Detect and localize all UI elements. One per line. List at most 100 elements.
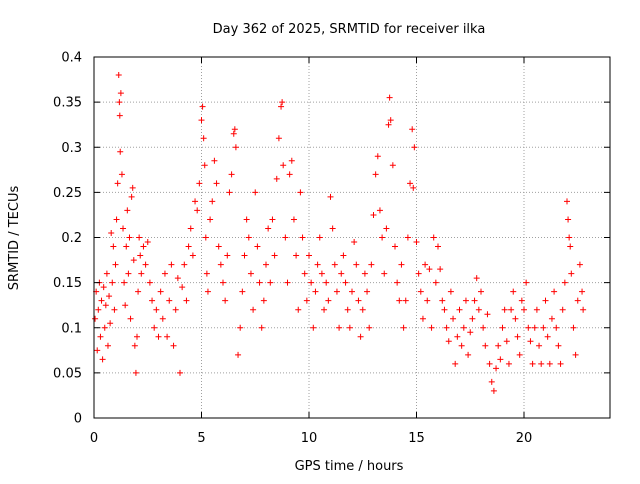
data-point [155,333,162,340]
data-point [308,279,315,286]
data-point [460,324,467,331]
data-point [419,315,426,322]
data-point [410,184,417,191]
data-point [177,369,183,376]
data-point [376,207,383,214]
data-point [475,306,482,313]
data-point [104,342,111,349]
data-point [422,261,429,268]
data-point [120,225,127,232]
data-point [123,243,130,250]
data-point [473,275,480,282]
data-point [102,302,109,309]
data-point [452,360,459,367]
data-point [174,275,181,282]
data-point [140,243,147,250]
data-point [407,180,414,187]
data-point [130,257,137,264]
data-point [570,324,577,331]
y-tick-label: 0.25 [53,186,82,201]
data-point [450,315,457,322]
data-point [353,261,360,268]
data-point [316,234,323,241]
data-point [372,171,379,178]
data-point [355,297,362,304]
data-point [170,342,177,349]
data-point [386,94,393,101]
data-point [108,229,115,236]
data-point [398,261,405,268]
data-point [551,288,558,295]
data-point [129,184,136,191]
data-point [252,189,259,196]
data-point [166,297,173,304]
data-point [544,333,551,340]
data-point [368,261,375,268]
data-point [135,288,142,295]
data-point [181,261,188,268]
data-point [200,135,207,142]
data-point [168,261,175,268]
data-point [546,360,553,367]
data-point [239,288,246,295]
data-point [222,297,229,304]
data-point [426,266,433,273]
data-point [529,360,536,367]
data-point [183,297,190,304]
data-point [146,279,153,286]
data-point [467,329,474,336]
data-point [284,279,291,286]
data-point [437,266,444,273]
y-tick-label: 0.15 [53,276,82,291]
data-point [458,342,465,349]
data-point [471,297,478,304]
data-point [224,252,231,259]
data-point [279,99,286,106]
data-point [114,180,121,187]
data-point [531,324,538,331]
data-point [417,288,424,295]
data-point [553,324,560,331]
data-point [321,306,328,313]
data-point [518,297,525,304]
axis-ticks: 0 0.05 0.1 0.15 0.2 0.25 0.3 0.35 0.4 0 5 10 15 20 [53,51,610,446]
data-point [189,252,196,259]
data-point [256,279,263,286]
data-point [153,306,160,313]
data-point [430,234,437,241]
data-point [185,243,192,250]
data-point [357,333,364,340]
data-point [512,315,519,322]
data-point [327,193,334,200]
data-point [374,153,381,160]
data-point [194,207,201,214]
data-point [265,225,272,232]
data-point [209,198,216,205]
data-point [499,324,506,331]
chart-title: Day 362 of 2025, SRMTID for receiver ilk… [213,22,486,37]
data-point [409,126,416,133]
data-point [340,252,347,259]
data-point [454,333,461,340]
data-point [107,320,114,327]
data-point [439,297,446,304]
data-point [138,270,145,277]
data-point [124,207,131,214]
data-point [568,270,575,277]
data-point [198,117,205,124]
data-point [157,288,164,295]
data-point [486,360,493,367]
data-point [559,306,566,313]
data-point [213,180,220,187]
data-point [250,306,257,313]
data-point [149,297,156,304]
data-point [267,279,274,286]
data-point [323,279,330,286]
y-tick-label: 0 [74,412,82,427]
data-point [275,135,282,142]
data-point [342,279,349,286]
data-point [557,360,564,367]
data-point [243,216,250,223]
data-point [533,306,540,313]
data-point [116,99,123,106]
